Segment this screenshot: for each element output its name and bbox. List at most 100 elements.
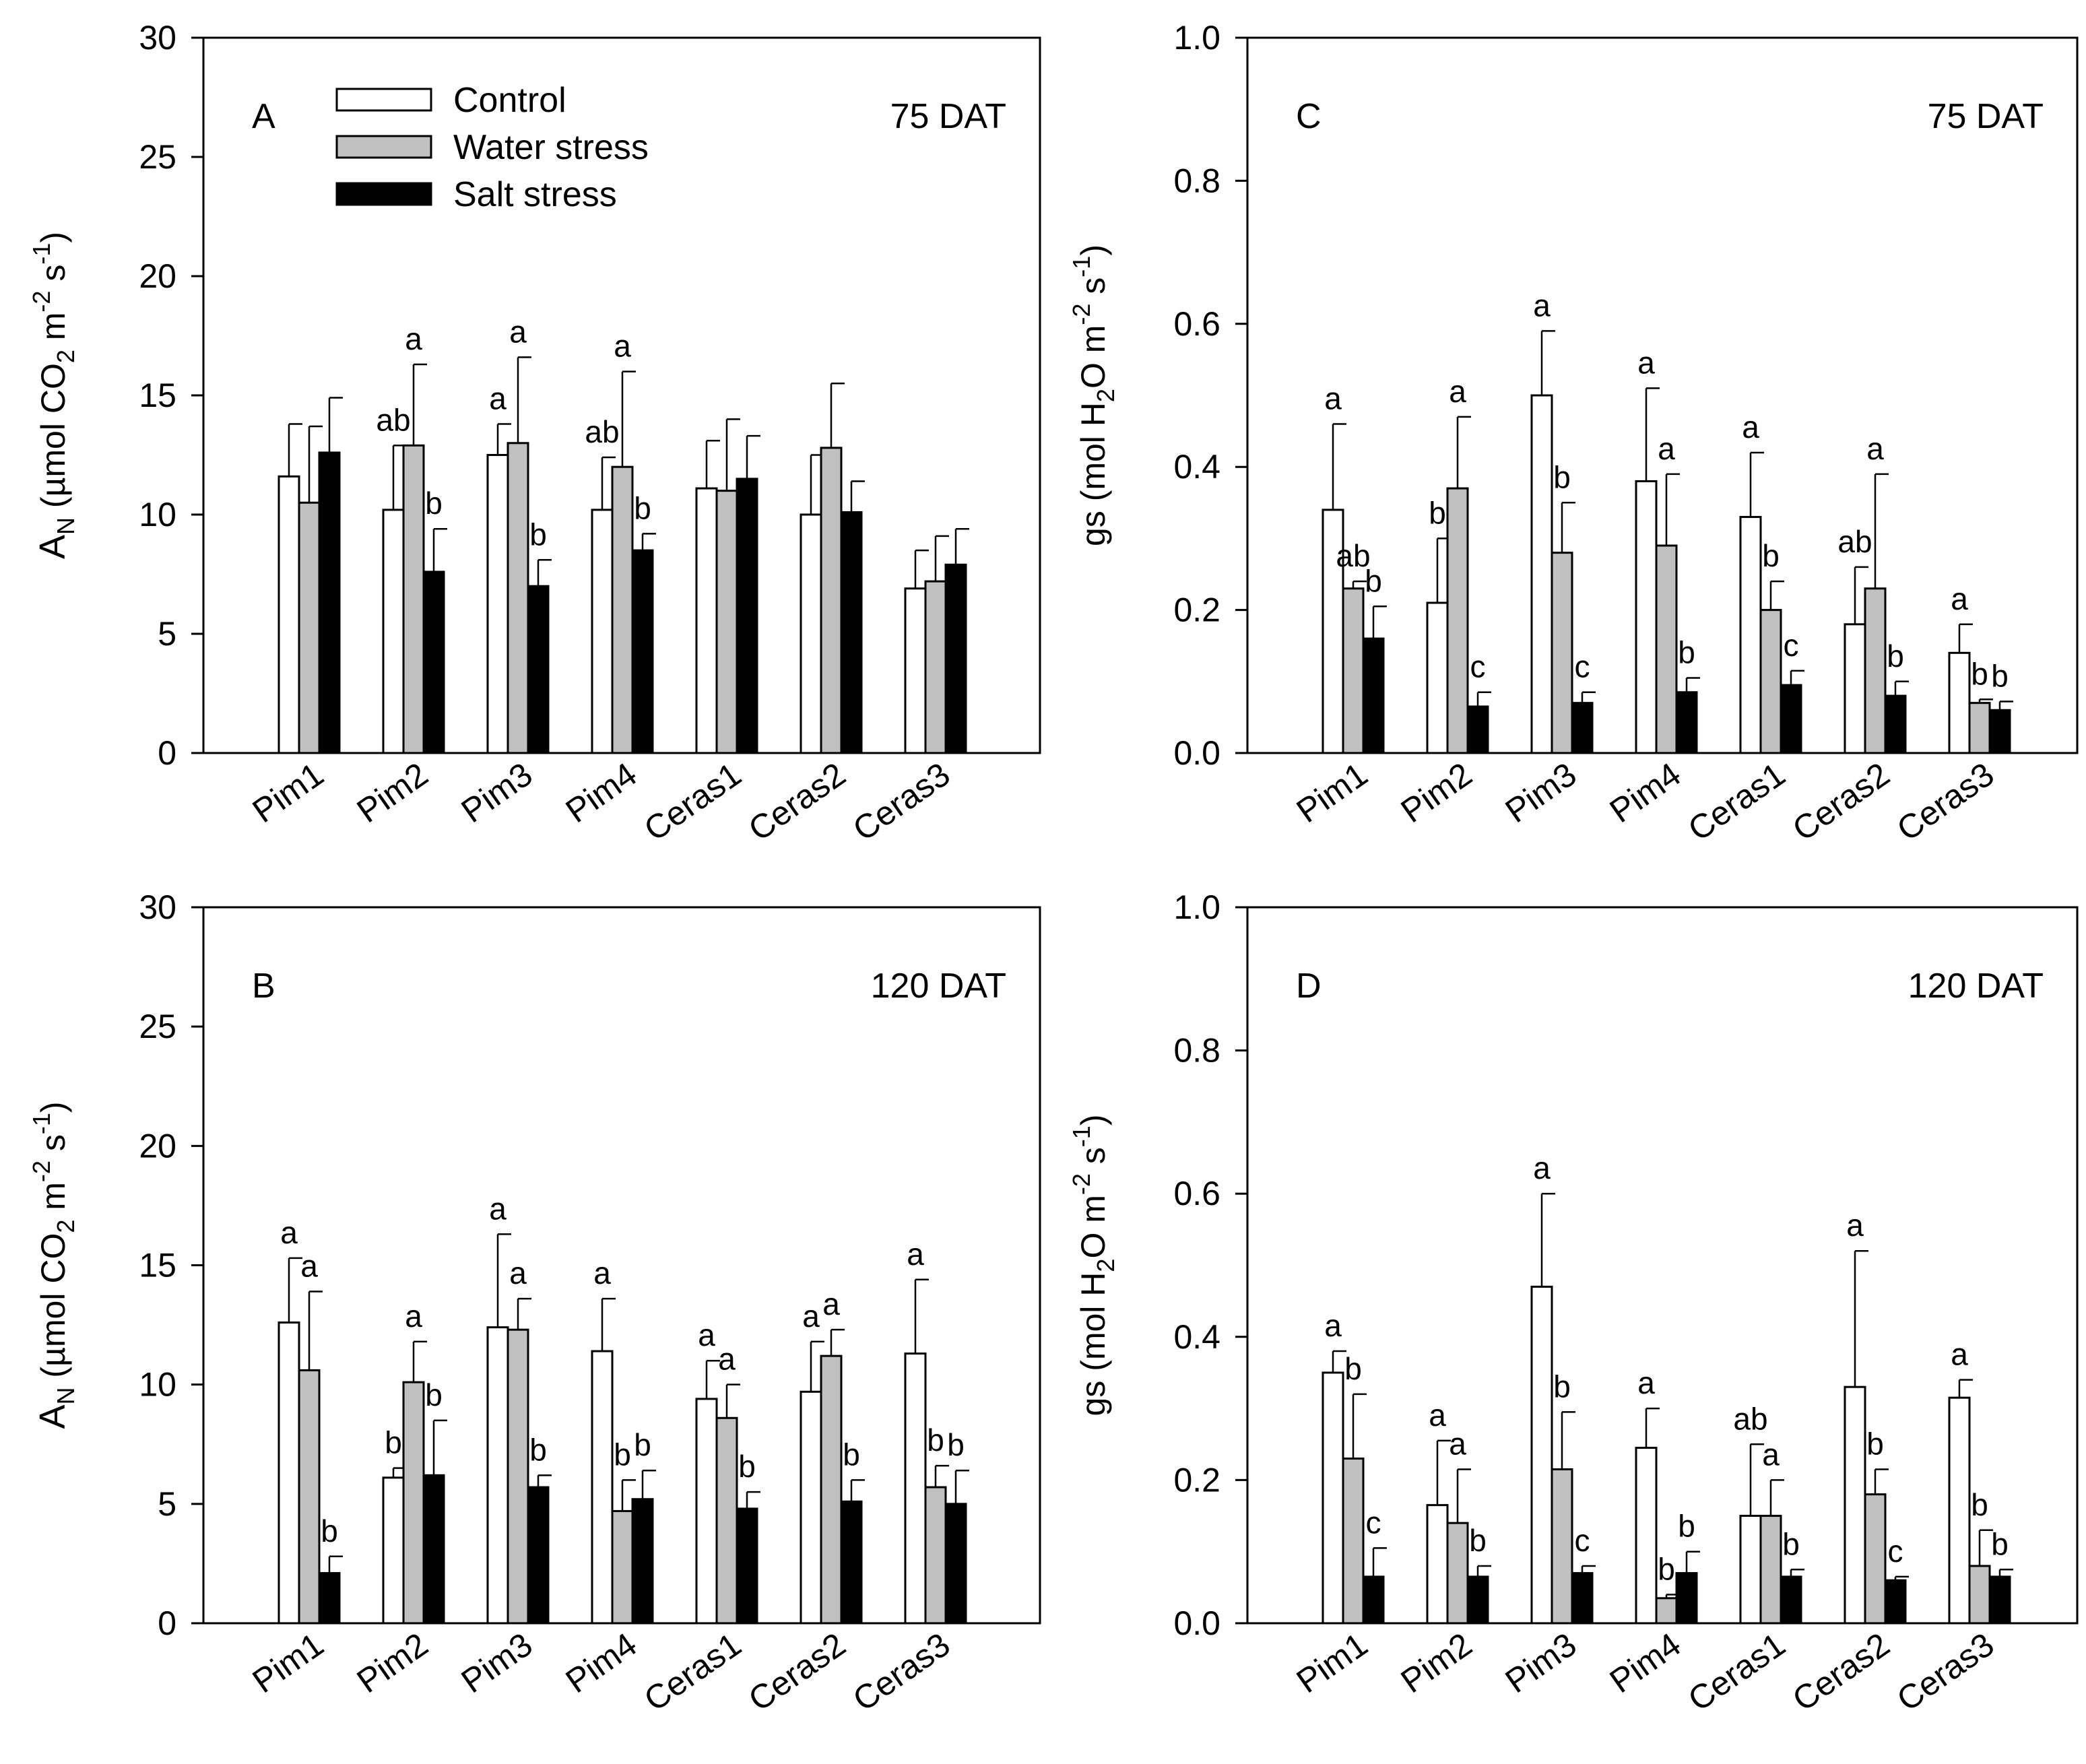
y-axis-label-part: gs (mol H [1074, 402, 1112, 546]
y-axis-label: AN (µmol CO2 m-2 s-1) [28, 1101, 79, 1429]
bar-water-stress [1446, 1522, 1469, 1625]
y-tick-label: 20 [139, 1127, 176, 1165]
bar-salt-stress [944, 563, 967, 754]
significance-letter: a [280, 1215, 298, 1250]
bar-water-stress [924, 580, 947, 754]
y-axis-label-part: O m [1074, 325, 1112, 389]
significance-letter: b [738, 1449, 756, 1484]
bar-water-stress [402, 1381, 425, 1625]
bar-salt-stress [1571, 1572, 1594, 1625]
y-axis-label-part: m [34, 313, 72, 350]
bar-salt-stress [318, 451, 341, 754]
panel-letter: C [1296, 97, 1322, 136]
bar-control [695, 487, 718, 754]
bar-salt-stress [422, 570, 445, 754]
y-axis-label-part: ) [1074, 244, 1112, 256]
y-axis-label: gs (mol H2O m-2 s-1) [1068, 244, 1119, 546]
bar-water-stress [1655, 1597, 1678, 1625]
significance-letter: c [1575, 649, 1590, 684]
significance-letter: b [927, 1423, 944, 1458]
significance-letter: a [1762, 1437, 1780, 1472]
bar-salt-stress [1884, 694, 1907, 754]
y-tick-label: 0.6 [1173, 1175, 1220, 1212]
y-axis-label-sub: 2 [1092, 389, 1119, 402]
y-axis-label-part: s [34, 265, 72, 291]
y-tick-label: 0.0 [1173, 734, 1220, 772]
significance-letter: b [425, 1377, 443, 1412]
bar-control [591, 1350, 614, 1625]
panel-period: 75 DAT [1928, 97, 2044, 136]
y-axis-label-sub: N [52, 517, 79, 535]
significance-letter: a [1846, 1208, 1864, 1243]
y-axis-label-part: m [34, 1182, 72, 1220]
significance-letter: a [1533, 288, 1551, 323]
significance-letter: b [1678, 634, 1695, 669]
y-tick-label: 0.2 [1173, 1461, 1220, 1499]
significance-letter: c [1575, 1523, 1590, 1558]
legend: Control Water stress Salt stress [335, 81, 649, 214]
y-tick-label: 10 [139, 1366, 176, 1404]
bar-water-stress [1968, 702, 1991, 754]
bar-salt-stress [1780, 684, 1802, 754]
bar-control [382, 509, 405, 754]
y-tick-label: 0.6 [1173, 305, 1220, 343]
y-tick-label: 0.8 [1173, 162, 1220, 199]
y-axis-label-part: (µmol CO [34, 363, 72, 517]
bar-control [1948, 1396, 1971, 1625]
significance-letter: a [614, 329, 631, 364]
significance-letter: b [1762, 538, 1780, 573]
significance-letter: a [822, 1286, 840, 1321]
significance-letter: a [1533, 1150, 1551, 1185]
significance-letter: b [529, 1432, 547, 1467]
y-tick-label: 20 [139, 257, 176, 295]
significance-letter: a [698, 1317, 715, 1352]
bar-water-stress [1968, 1565, 1991, 1625]
bar-control [800, 513, 822, 754]
y-axis-label: gs (mol H2O m-2 s-1) [1068, 1115, 1119, 1416]
significance-letter: b [1658, 1551, 1675, 1586]
panel-letter: A [252, 97, 275, 136]
significance-letter: b [1469, 1523, 1487, 1558]
y-axis-label-sup: -1 [1068, 256, 1095, 277]
bar-salt-stress [1362, 1575, 1385, 1625]
legend-swatch [335, 182, 432, 206]
y-tick-label: 1.0 [1173, 19, 1220, 57]
y-axis-label-sup: -2 [28, 1161, 55, 1182]
y-tick-label: 10 [139, 496, 176, 533]
bar-salt-stress [736, 478, 758, 754]
bar-salt-stress [527, 1486, 550, 1625]
significance-letter: ab [1837, 524, 1872, 559]
bar-water-stress [611, 465, 634, 754]
significance-letter: a [1637, 345, 1655, 380]
bar-control [1844, 623, 1866, 754]
bar-salt-stress [840, 1500, 863, 1625]
bar-salt-stress [840, 511, 863, 754]
bar-salt-stress [527, 585, 550, 754]
significance-letter: b [1553, 1369, 1571, 1404]
significance-letter: c [1470, 649, 1486, 684]
y-axis-label-part: s [1074, 277, 1112, 304]
y-axis-label-part: A [32, 535, 73, 559]
significance-letter: b [843, 1437, 860, 1472]
y-axis-label-part: s [1074, 1147, 1112, 1173]
significance-letter: a [1449, 374, 1466, 409]
bar-control [695, 1398, 718, 1625]
bar-control [382, 1476, 405, 1625]
y-axis-label-part: s [34, 1134, 72, 1161]
bar-salt-stress [1362, 637, 1385, 754]
bar-control [486, 1326, 509, 1625]
significance-letter: a [1866, 431, 1884, 466]
y-axis-label-sup: -1 [28, 1113, 55, 1134]
bar-control [278, 475, 300, 754]
significance-letter: b [1429, 495, 1446, 530]
y-axis-label-sub: 2 [1092, 1259, 1119, 1272]
significance-letter: a [405, 321, 422, 356]
y-tick-label: 15 [139, 377, 176, 414]
significance-letter: b [614, 1437, 631, 1472]
y-tick-label: 25 [139, 138, 176, 176]
significance-letter: a [509, 314, 527, 349]
significance-letter: b [385, 1425, 402, 1460]
significance-letter: b [634, 1427, 651, 1462]
significance-letter: b [1553, 459, 1571, 494]
